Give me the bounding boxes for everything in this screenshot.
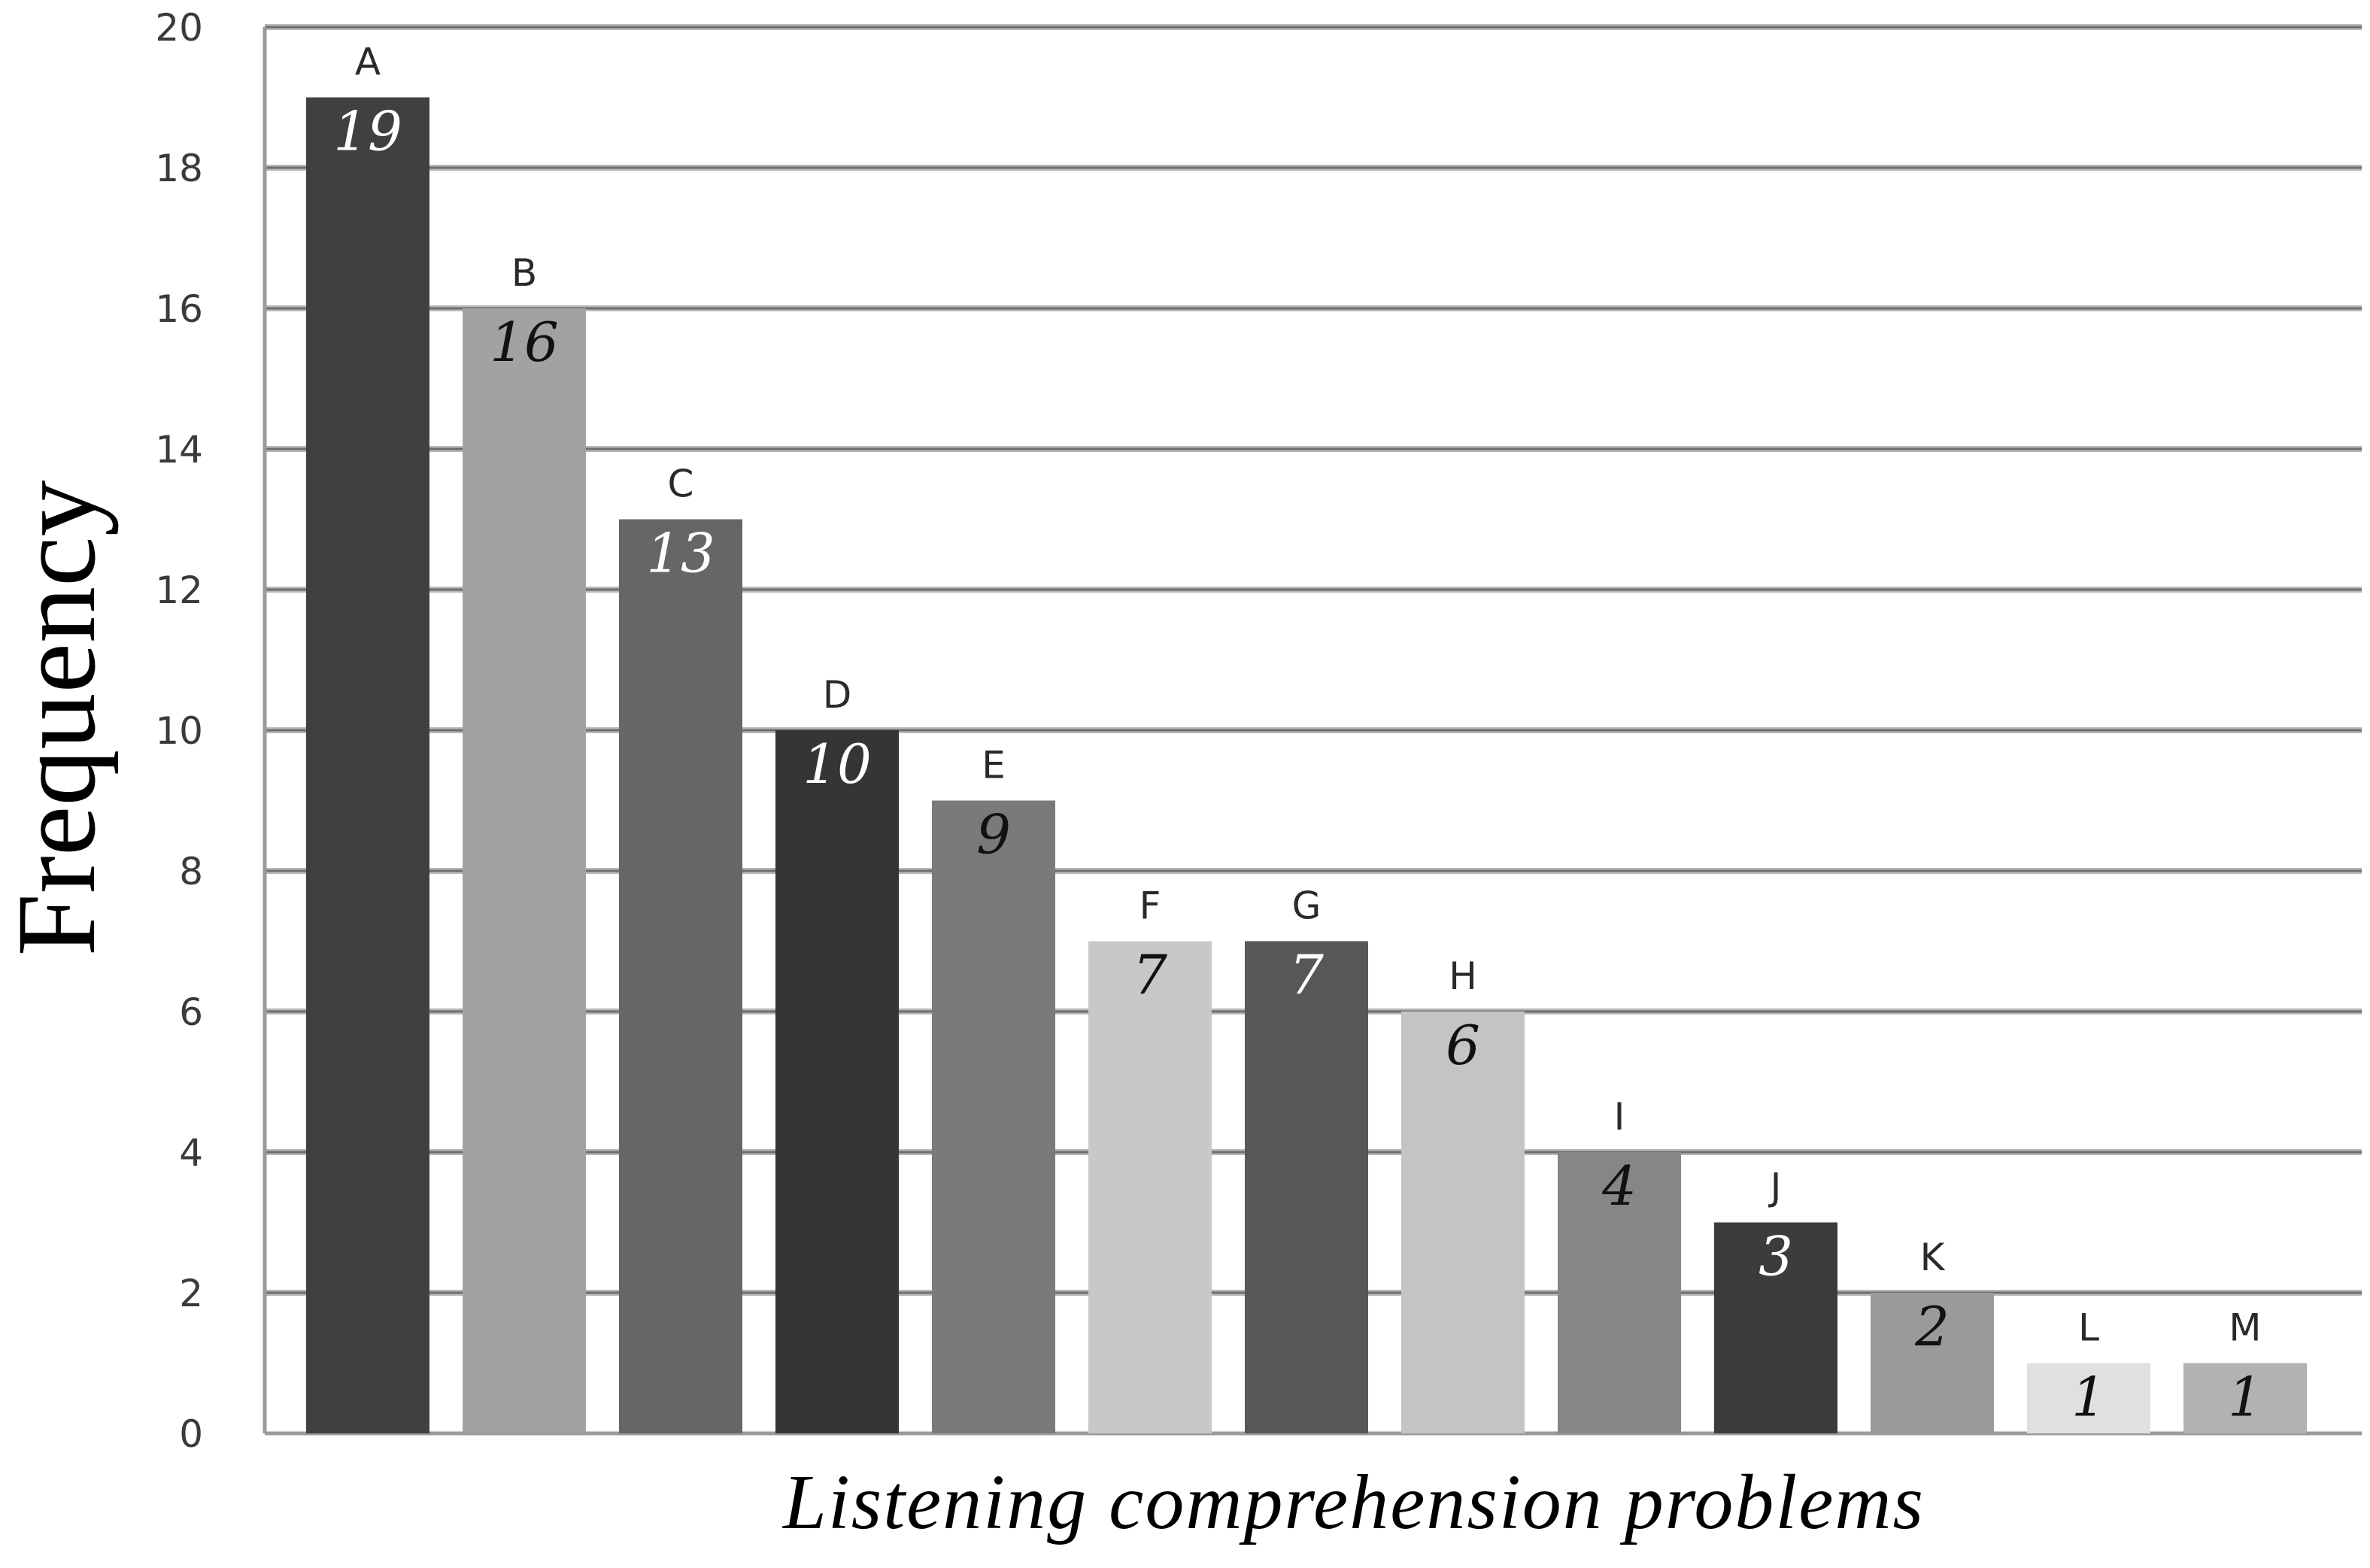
- value-label-j: 3: [1759, 1225, 1793, 1288]
- value-label-l: 1: [2071, 1366, 2106, 1429]
- y-tick-label: 0: [179, 1412, 203, 1456]
- y-tick-labels: 0 2 4 6 8 10 12 14 16 18 20: [155, 6, 203, 1456]
- value-label-i: 4: [1601, 1154, 1637, 1218]
- gridlines: [265, 24, 2362, 1296]
- category-label-g: G: [1292, 884, 1322, 928]
- value-label-k: 2: [1914, 1295, 1950, 1358]
- value-label-h: 6: [1446, 1014, 1480, 1077]
- category-label-a: A: [355, 41, 381, 84]
- value-label-e: 9: [976, 803, 1011, 866]
- bar-f: [1088, 941, 1212, 1433]
- category-label-h: H: [1449, 954, 1477, 998]
- value-labels: 19 16 13 10 9 7 7 6 4 3 2 1 1: [333, 100, 2262, 1429]
- bar-k: [1871, 1293, 1994, 1433]
- bar-j: [1714, 1222, 1837, 1433]
- category-label-d: D: [823, 673, 852, 717]
- bar-b: [463, 308, 586, 1433]
- bar-l: [2027, 1363, 2150, 1433]
- category-label-b: B: [511, 251, 537, 295]
- y-tick-label: 16: [155, 287, 203, 331]
- category-label-e: E: [982, 744, 1006, 787]
- value-label-g: 7: [1289, 944, 1324, 1007]
- y-tick-label: 10: [155, 709, 203, 753]
- category-label-l: L: [2078, 1306, 2099, 1350]
- category-label-c: C: [668, 463, 694, 506]
- category-labels: A B C D E F G H I J K L M: [355, 41, 2262, 1350]
- bar-h: [1401, 1011, 1525, 1433]
- bars: [306, 97, 2307, 1433]
- category-label-j: J: [1768, 1166, 1782, 1209]
- value-label-a: 19: [333, 100, 402, 163]
- y-tick-label: 18: [155, 147, 203, 190]
- bar-c: [619, 519, 742, 1433]
- x-axis-label: Listening comprehension problems: [781, 1459, 1925, 1545]
- value-label-b: 16: [490, 311, 559, 374]
- bar-m: [2183, 1363, 2307, 1433]
- y-tick-label: 2: [179, 1272, 203, 1315]
- category-label-f: F: [1139, 884, 1161, 928]
- value-label-c: 13: [646, 522, 715, 585]
- category-label-m: M: [2229, 1306, 2261, 1350]
- value-label-f: 7: [1133, 944, 1167, 1007]
- bar-a: [306, 97, 429, 1433]
- y-tick-label: 20: [155, 6, 203, 50]
- y-tick-label: 8: [179, 850, 203, 893]
- bar-g: [1245, 941, 1368, 1433]
- y-tick-label: 4: [179, 1131, 203, 1175]
- y-tick-label: 12: [155, 569, 203, 612]
- bar-i: [1558, 1152, 1681, 1433]
- value-label-d: 10: [803, 732, 872, 796]
- y-tick-label: 6: [179, 990, 203, 1034]
- bar-d: [775, 730, 899, 1433]
- category-label-k: K: [1920, 1236, 1946, 1279]
- y-tick-label: 14: [155, 428, 203, 472]
- category-label-i: I: [1614, 1095, 1625, 1139]
- y-axis-label: Frequency: [0, 480, 119, 956]
- bar-e: [932, 800, 1055, 1433]
- value-label-m: 1: [2228, 1366, 2262, 1429]
